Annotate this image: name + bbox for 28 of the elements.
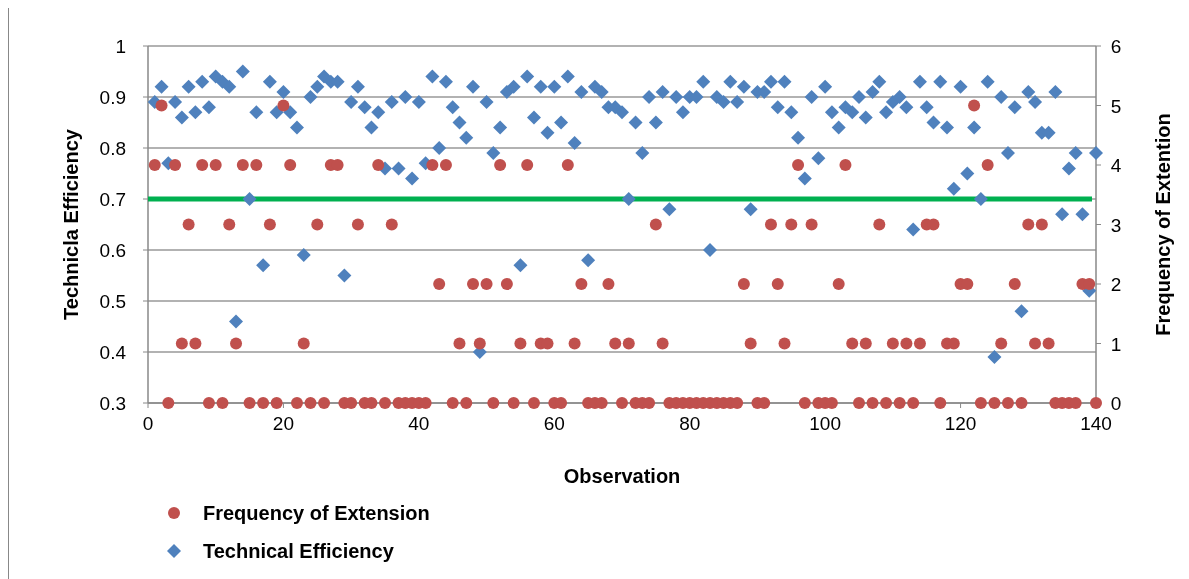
y2-tick-label: 1 <box>1110 333 1122 355</box>
y-tick-label: 0.7 <box>99 189 126 210</box>
y-tick-label: 0.5 <box>99 291 126 312</box>
x-tick-label: 140 <box>1080 413 1112 434</box>
x-tick-label: 120 <box>944 413 977 434</box>
x-tick-label: 0 <box>142 413 154 434</box>
y2-tick-label: 0 <box>1110 393 1122 414</box>
y2-tick-label: 4 <box>1110 155 1122 176</box>
y-tick-label: 0.8 <box>99 138 126 159</box>
y2-axis-title: Frequency of Extention <box>1152 113 1174 336</box>
y-tick-label: 0.4 <box>99 342 127 363</box>
x-tick-label: 100 <box>809 413 841 434</box>
x-tick-label: 60 <box>543 413 565 434</box>
y2-tick-label: 3 <box>1110 214 1122 236</box>
x-tick-label: 40 <box>408 413 430 434</box>
x-tick-label: 80 <box>679 413 701 434</box>
legend-label: Technical Efficiency <box>203 540 395 562</box>
y2-tick-label: 6 <box>1110 36 1122 57</box>
y-tick-label: 0.6 <box>99 240 126 261</box>
y-tick-label: 1 <box>115 36 126 57</box>
y-tick-label: 0.3 <box>99 393 126 414</box>
y2-tick-label: 2 <box>1110 274 1122 295</box>
x-axis-title: Observation <box>563 465 681 487</box>
y-axis-title: Technicla Efficiency <box>60 128 82 320</box>
legend-label: Frequency of Extension <box>203 502 430 524</box>
y2-tick-label: 5 <box>1110 95 1122 117</box>
x-tick-label: 20 <box>272 413 294 434</box>
y-tick-label: 0.9 <box>99 87 126 108</box>
